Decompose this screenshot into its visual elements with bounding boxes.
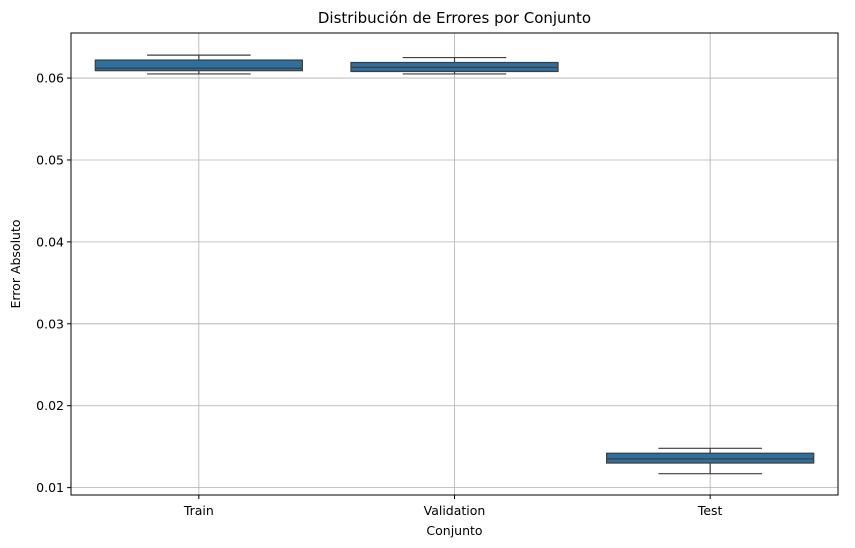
box-validation <box>350 56 559 75</box>
tick-layer: 0.01 0.02 0.03 0.04 0.05 0.06 Train Validation T… <box>36 71 722 518</box>
y-axis-label: Error Absoluto <box>8 219 23 308</box>
box-train <box>94 54 303 75</box>
box-layer <box>94 54 815 475</box>
x-tick-label: Train <box>183 503 214 518</box>
y-tick-label: 0.06 <box>36 71 64 86</box>
grid-layer <box>71 33 838 495</box>
x-tick-label: Test <box>697 503 723 518</box>
y-tick-label: 0.03 <box>36 316 64 331</box>
y-tick-label: 0.04 <box>36 234 64 249</box>
y-tick-label: 0.05 <box>36 152 64 167</box>
x-axis-label: Conjunto <box>426 523 482 538</box>
box-test <box>606 447 815 475</box>
x-tick-label: Validation <box>424 503 486 518</box>
y-tick-label: 0.02 <box>36 398 64 413</box>
chart-title: Distribución de Errores por Conjunto <box>318 9 591 27</box>
y-tick-label: 0.01 <box>36 480 64 495</box>
iqr-box <box>606 452 815 464</box>
iqr-box <box>94 59 303 72</box>
